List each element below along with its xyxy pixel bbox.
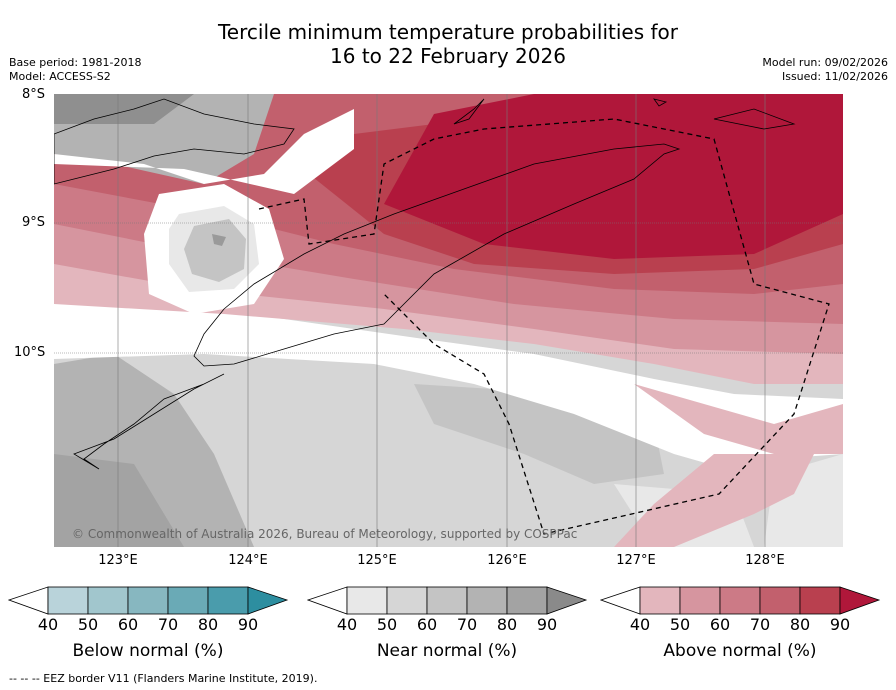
legend-swatch: [47, 586, 89, 615]
flores-coast: [54, 98, 295, 185]
page-title-line2: 16 to 22 February 2026: [330, 44, 566, 68]
legend-tick-label: 70: [157, 615, 179, 634]
legend-swatch: [639, 586, 681, 615]
timor-coast: [193, 143, 681, 367]
legend-swatch: [506, 586, 548, 615]
legend-tick-label: 70: [456, 615, 478, 634]
legend-swatch: [87, 586, 129, 615]
near-normal-80-area: [54, 454, 184, 547]
lon-label-124e: 124°E: [228, 553, 268, 568]
legend-tick-label: 60: [709, 615, 731, 634]
legend-above-normal-label: Above normal (%): [663, 641, 817, 661]
wetar-coast: [453, 98, 485, 125]
legend-tick-label: 50: [77, 615, 99, 634]
lat-label-8s: 8°S: [22, 87, 46, 102]
legend-below-normal-bar: [8, 586, 289, 615]
legend-swatch: [719, 586, 761, 615]
rote-coast: [73, 373, 225, 470]
legend-near-normal-bar: [307, 586, 588, 615]
copyright-notice: © Commonwealth of Australia 2026, Bureau…: [72, 527, 577, 541]
legend-tick-label: 60: [117, 615, 139, 634]
lat-label-9s: 9°S: [22, 215, 46, 230]
legend-tick-label: 90: [829, 615, 851, 634]
above-normal-40-east: [634, 384, 843, 454]
no-signal-band: [54, 299, 843, 474]
island-coast-east: [713, 108, 796, 130]
legend-tick-label: 40: [336, 615, 358, 634]
legend-swatch: [759, 586, 801, 615]
probability-map: © Commonwealth of Australia 2026, Bureau…: [54, 94, 843, 547]
near-normal-80-northwest: [54, 94, 194, 124]
legend-swatch: [386, 586, 428, 615]
above-normal-40-south: [614, 454, 814, 547]
legend-tick-label: 90: [536, 615, 558, 634]
legend-tick-label: 40: [37, 615, 59, 634]
legend-swatch: [346, 586, 388, 615]
legend-tick-label: 50: [669, 615, 691, 634]
legend-tick-label: 40: [629, 615, 651, 634]
legend-swatch: [799, 586, 841, 615]
above-normal-90-area: [384, 94, 843, 259]
legend-near-normal-label: Near normal (%): [376, 641, 518, 661]
legend-tick-label: 80: [197, 615, 219, 634]
legend-swatch: [426, 586, 468, 615]
legend-tick-label: 60: [416, 615, 438, 634]
legend-swatch: [679, 586, 721, 615]
model-name: Model: ACCESS-S2: [9, 70, 111, 83]
lon-label-128e: 128°E: [745, 553, 785, 568]
eez-footnote: -- -- -- EEZ border V11 (Flanders Marine…: [9, 672, 318, 685]
no-signal-northwest: [54, 109, 354, 194]
coastlines: [54, 98, 796, 470]
legend-tick-label: 80: [789, 615, 811, 634]
legend-tick-label: 50: [376, 615, 398, 634]
gridlines: [54, 94, 843, 547]
lon-label-127e: 127°E: [616, 553, 656, 568]
island-coast-small: [653, 98, 668, 107]
legend-above-normal-bar: [600, 586, 881, 615]
model-run: Model run: 09/02/2026: [762, 56, 888, 69]
issued-date: Issued: 11/02/2026: [781, 70, 888, 83]
legend-swatch: [127, 586, 169, 615]
legend-below-normal-label: Below normal (%): [72, 641, 224, 661]
legend-swatch: [466, 586, 508, 615]
lon-label-125e: 125°E: [357, 553, 397, 568]
legend-tick-label: 90: [237, 615, 259, 634]
legend-tick-label: 70: [749, 615, 771, 634]
near-normal-core-60: [184, 219, 246, 282]
lon-label-123e: 123°E: [98, 553, 138, 568]
page-title-line1: Tercile minimum temperature probabilitie…: [217, 20, 679, 44]
lon-label-126e: 126°E: [487, 553, 527, 568]
base-period: Base period: 1981-2018: [9, 56, 142, 69]
legend-swatch: [167, 586, 209, 615]
lat-label-10s: 10°S: [14, 345, 46, 360]
legend-tick-label: 80: [496, 615, 518, 634]
eez-border: [258, 118, 830, 535]
near-normal-core-80: [212, 234, 226, 246]
legend-swatch: [207, 586, 249, 615]
